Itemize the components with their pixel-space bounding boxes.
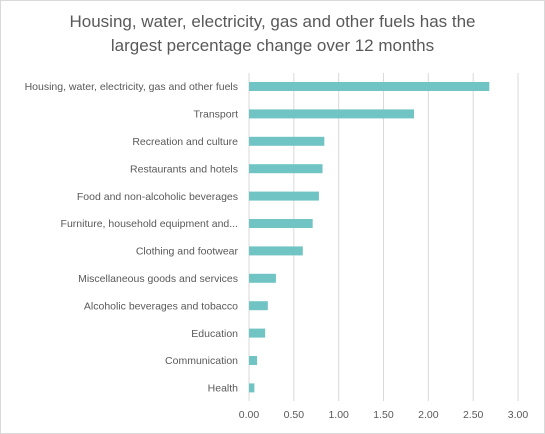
category-label: Education <box>191 328 238 340</box>
category-label: Alcoholic beverages and tobacco <box>84 300 238 312</box>
bar <box>249 246 303 256</box>
category-label: Furniture, household equipment and... <box>61 218 238 230</box>
chart-title-line-1: Housing, water, electricity, gas and oth… <box>69 12 476 31</box>
x-tick-label: 2.50 <box>463 409 484 421</box>
category-label: Miscellaneous goods and services <box>78 273 238 285</box>
bar <box>249 273 276 283</box>
bar <box>249 328 266 338</box>
category-label: Food and non-alcoholic beverages <box>77 191 238 203</box>
bar <box>249 109 414 119</box>
x-axis-tick-labels: 0.00 0.50 1.00 1.50 2.00 2.50 3.00 <box>239 409 529 421</box>
category-label: Clothing and footwear <box>136 246 239 258</box>
chart-title-line-2: largest percentage change over 12 months <box>110 36 435 55</box>
x-tick-label: 1.00 <box>328 409 349 421</box>
bar <box>249 383 255 393</box>
bar <box>249 136 325 146</box>
bar <box>249 219 313 228</box>
chart-title: Housing, water, electricity, gas and oth… <box>1 10 544 58</box>
bar <box>249 164 323 174</box>
bar <box>249 301 268 311</box>
bar <box>249 82 490 91</box>
bars <box>249 82 490 393</box>
category-label: Health <box>208 383 239 395</box>
category-labels: Housing, water, electricity, gas and oth… <box>25 81 239 394</box>
x-tick-label: 1.50 <box>373 409 394 421</box>
x-tick-label: 0.50 <box>284 409 305 421</box>
category-label: Housing, water, electricity, gas and oth… <box>25 81 238 93</box>
category-label: Communication <box>165 355 238 367</box>
x-tick-label: 0.00 <box>239 409 260 421</box>
bar <box>249 356 258 365</box>
category-label: Recreation and culture <box>132 136 238 148</box>
x-tick-label: 3.00 <box>508 409 529 421</box>
bar <box>249 191 319 201</box>
x-tick-label: 2.00 <box>418 409 439 421</box>
category-label: Restaurants and hotels <box>130 163 238 175</box>
gridlines <box>248 73 519 401</box>
category-label: Transport <box>193 109 238 121</box>
